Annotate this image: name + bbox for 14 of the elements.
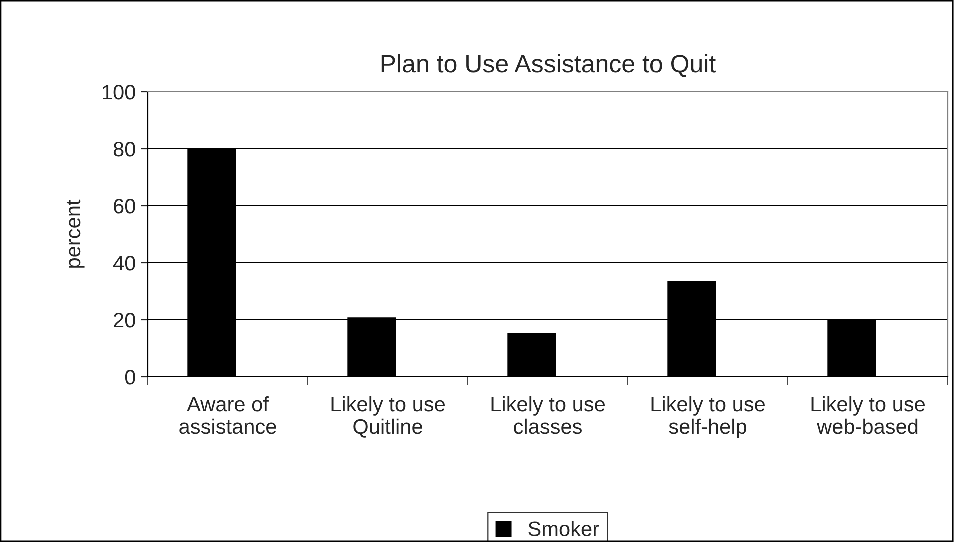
x-tick-label: Likely to use classes (492, 396, 605, 434)
y-tick-label: 40 (114, 256, 136, 271)
x-tick-label: Aware of assistance (180, 396, 276, 434)
y-tick-label: 60 (114, 199, 136, 214)
legend-label: Smoker (528, 521, 600, 536)
y-tick-label: 20 (114, 313, 136, 328)
x-tick-label: Likely to use Quitline (332, 396, 445, 438)
x-tick-label: Likely to use self-help (652, 396, 765, 438)
x-tick-label: Likely to use web-based (812, 396, 925, 434)
y-tick-label: 0 (125, 370, 136, 385)
chart-title: Plan to Use Assistance to Quit (382, 54, 716, 78)
y-tick-label: 80 (114, 142, 136, 157)
y-axis-title: percent (66, 200, 85, 268)
y-tick-label: 100 (103, 85, 136, 100)
